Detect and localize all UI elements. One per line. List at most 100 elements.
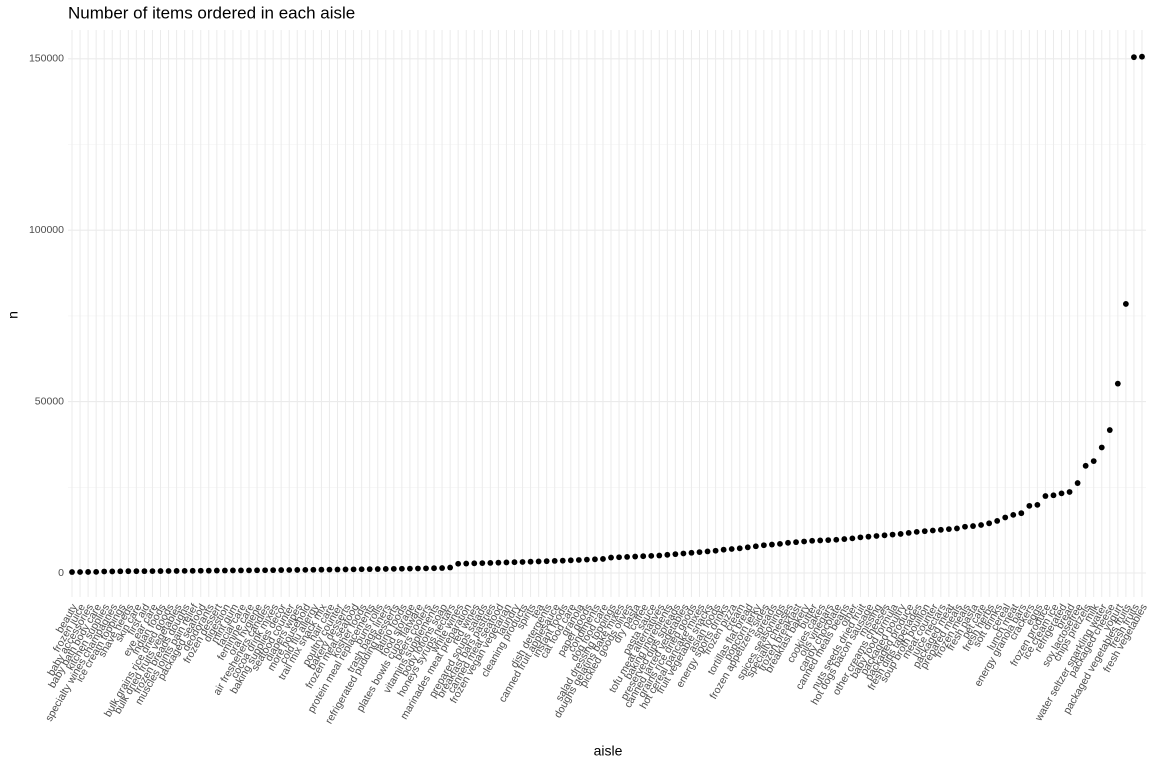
y-tick-label: 0 bbox=[58, 567, 64, 579]
point bbox=[511, 559, 518, 566]
point bbox=[374, 566, 381, 572]
point bbox=[1002, 514, 1009, 521]
x-axis-title: aisle bbox=[594, 743, 623, 759]
point bbox=[527, 558, 534, 565]
point bbox=[881, 532, 888, 539]
point bbox=[946, 526, 952, 533]
point bbox=[600, 556, 606, 562]
point bbox=[358, 566, 365, 573]
point bbox=[664, 551, 671, 558]
point bbox=[519, 559, 526, 565]
point bbox=[994, 517, 1001, 524]
point bbox=[431, 565, 437, 572]
point bbox=[382, 566, 389, 572]
point bbox=[77, 569, 83, 575]
point bbox=[680, 550, 687, 557]
point bbox=[326, 566, 333, 573]
point bbox=[109, 568, 116, 575]
point bbox=[1090, 458, 1097, 464]
point bbox=[889, 531, 896, 538]
point bbox=[1018, 510, 1025, 517]
point bbox=[962, 523, 968, 530]
point bbox=[423, 565, 429, 572]
point bbox=[157, 568, 164, 574]
point bbox=[1034, 501, 1041, 508]
y-tick-label: 100000 bbox=[29, 224, 64, 236]
point bbox=[608, 554, 614, 561]
point bbox=[366, 566, 373, 573]
point bbox=[592, 556, 598, 563]
point bbox=[117, 568, 124, 575]
point bbox=[141, 568, 148, 575]
y-tick-label: 50000 bbox=[35, 395, 64, 407]
point bbox=[455, 560, 462, 567]
point bbox=[213, 567, 220, 574]
point bbox=[503, 559, 510, 566]
point bbox=[696, 549, 703, 555]
chart-title: Number of items ordered in each aisle bbox=[68, 3, 355, 22]
point bbox=[809, 537, 816, 544]
point bbox=[736, 545, 743, 552]
y-tick-label: 150000 bbox=[29, 53, 64, 65]
point bbox=[978, 522, 984, 528]
point bbox=[398, 565, 405, 572]
point bbox=[246, 567, 252, 574]
point bbox=[583, 556, 590, 563]
point bbox=[559, 557, 566, 564]
point bbox=[624, 553, 631, 560]
point bbox=[390, 565, 397, 572]
point bbox=[970, 523, 976, 529]
point bbox=[415, 565, 421, 572]
point bbox=[125, 568, 132, 575]
point bbox=[873, 533, 880, 539]
point bbox=[1131, 54, 1137, 61]
point bbox=[262, 567, 268, 574]
point bbox=[986, 520, 993, 527]
point bbox=[672, 551, 679, 558]
point bbox=[777, 540, 783, 547]
point bbox=[543, 558, 550, 565]
point bbox=[720, 546, 727, 553]
point bbox=[1114, 380, 1121, 387]
point bbox=[849, 535, 856, 542]
point bbox=[704, 548, 711, 555]
point bbox=[752, 543, 759, 550]
point bbox=[1050, 492, 1057, 499]
point bbox=[744, 544, 751, 551]
point bbox=[640, 553, 647, 560]
point bbox=[334, 566, 341, 573]
point bbox=[407, 565, 413, 572]
point bbox=[447, 564, 454, 571]
point bbox=[551, 558, 558, 564]
point bbox=[479, 560, 486, 567]
point bbox=[1066, 489, 1073, 495]
point bbox=[769, 541, 775, 548]
point bbox=[173, 568, 180, 574]
point bbox=[905, 529, 912, 536]
point bbox=[1098, 444, 1105, 451]
point bbox=[205, 567, 212, 574]
point bbox=[310, 566, 317, 573]
point bbox=[1082, 462, 1089, 469]
point bbox=[254, 567, 260, 574]
point bbox=[1074, 480, 1081, 486]
point bbox=[85, 569, 92, 575]
point bbox=[69, 569, 75, 575]
point bbox=[181, 567, 188, 574]
point bbox=[230, 567, 236, 574]
point bbox=[278, 567, 285, 573]
point bbox=[833, 536, 840, 543]
point bbox=[937, 526, 944, 533]
point bbox=[1042, 493, 1049, 499]
point bbox=[318, 566, 325, 573]
point bbox=[1122, 301, 1129, 307]
point bbox=[616, 554, 622, 561]
point bbox=[238, 567, 244, 574]
point bbox=[648, 552, 655, 559]
point bbox=[189, 567, 196, 574]
point bbox=[350, 566, 357, 573]
point bbox=[857, 534, 864, 541]
point bbox=[567, 557, 574, 564]
